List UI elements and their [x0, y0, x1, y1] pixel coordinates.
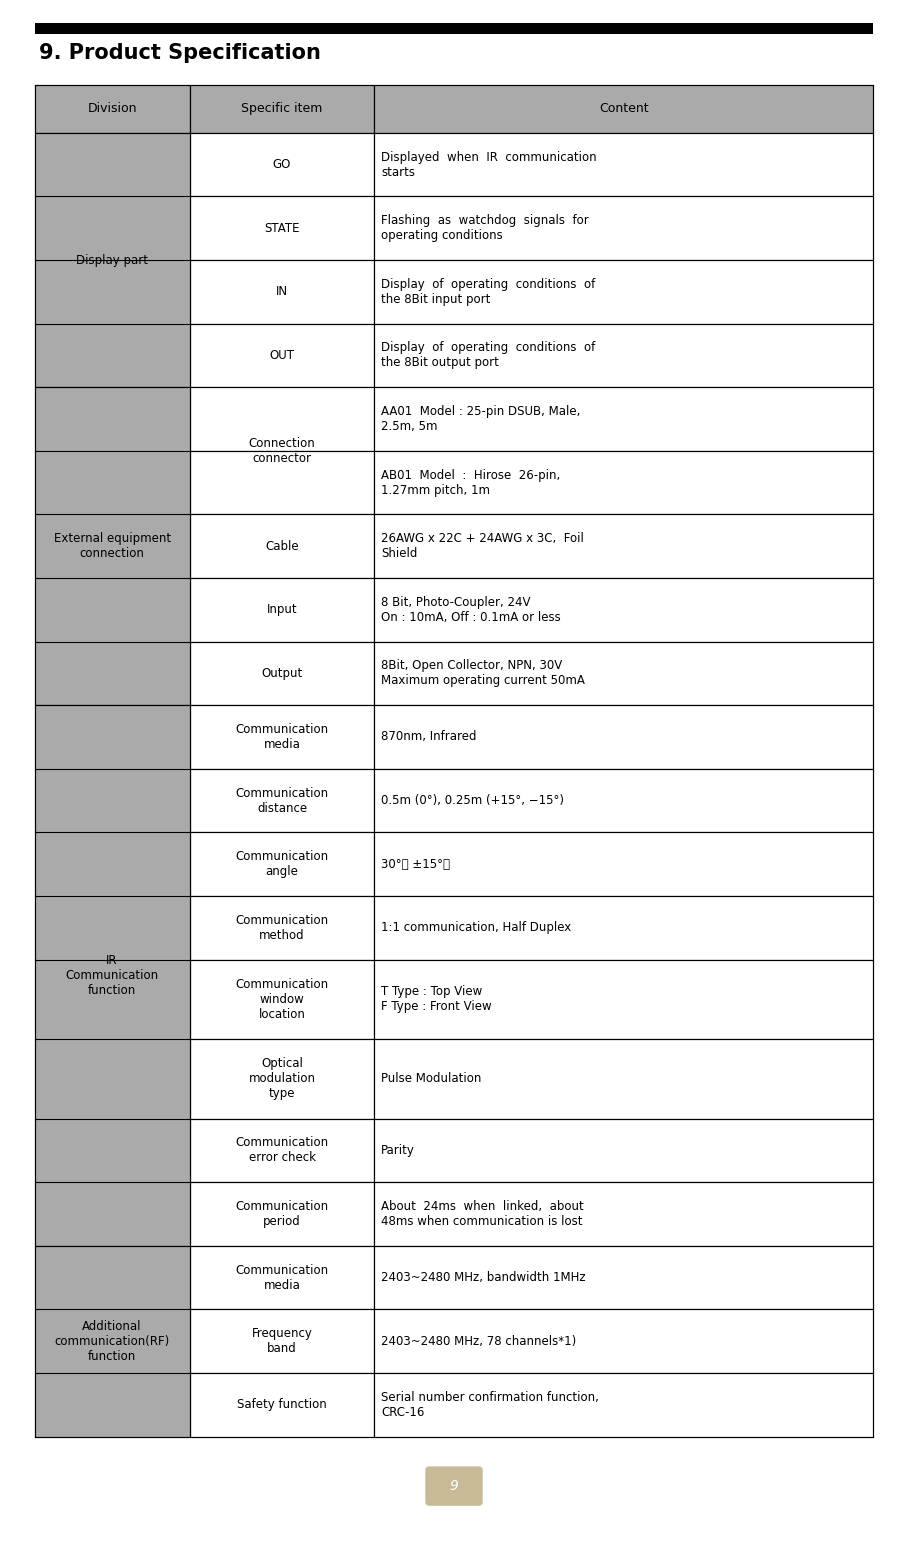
Bar — [190, 641, 374, 706]
Text: Cable: Cable — [265, 540, 299, 553]
Text: Optical
modulation
type: Optical modulation type — [249, 1057, 315, 1101]
Text: 30°（ ±15°）: 30°（ ±15°） — [381, 858, 450, 870]
Text: AB01  Model  :  Hirose  26-pin,
1.27mm pitch, 1m: AB01 Model : Hirose 26-pin, 1.27mm pitch… — [381, 469, 560, 497]
Text: Pulse Modulation: Pulse Modulation — [381, 1073, 481, 1085]
Bar — [190, 706, 374, 769]
Bar — [190, 1310, 374, 1373]
Text: Additional
communication(RF)
function: Additional communication(RF) function — [54, 1319, 170, 1362]
Text: 2403~2480 MHz, 78 channels*1): 2403~2480 MHz, 78 channels*1) — [381, 1334, 577, 1348]
Bar — [374, 514, 873, 577]
Text: 2403~2480 MHz, bandwidth 1MHz: 2403~2480 MHz, bandwidth 1MHz — [381, 1271, 586, 1283]
Text: Communication
method: Communication method — [235, 913, 329, 941]
Bar — [374, 833, 873, 896]
Text: Content: Content — [599, 102, 648, 116]
Text: Communication
distance: Communication distance — [235, 786, 329, 814]
Text: 0.5m (0°), 0.25m (+15°, −15°): 0.5m (0°), 0.25m (+15°, −15°) — [381, 794, 564, 807]
Text: GO: GO — [272, 158, 291, 172]
Text: Communication
angle: Communication angle — [235, 850, 329, 878]
Bar — [190, 85, 374, 133]
Bar — [35, 706, 190, 1246]
Text: Communication
media: Communication media — [235, 1263, 329, 1291]
Text: STATE: STATE — [264, 221, 300, 235]
Text: Safety function: Safety function — [237, 1398, 327, 1412]
Bar — [190, 1119, 374, 1183]
Text: Display  of  operating  conditions  of
the 8Bit output port: Display of operating conditions of the 8… — [381, 342, 596, 370]
Text: Communication
media: Communication media — [235, 723, 329, 751]
Text: Display  of  operating  conditions  of
the 8Bit input port: Display of operating conditions of the 8… — [381, 277, 596, 307]
Bar — [374, 1039, 873, 1119]
Text: IN: IN — [276, 285, 288, 299]
Text: Specific item: Specific item — [242, 102, 322, 116]
Text: Serial number confirmation function,
CRC-16: Serial number confirmation function, CRC… — [381, 1390, 599, 1420]
Bar — [190, 324, 374, 387]
Bar — [190, 896, 374, 960]
Text: Communication
error check: Communication error check — [235, 1136, 329, 1164]
Text: T Type : Top View
F Type : Front View: T Type : Top View F Type : Front View — [381, 986, 492, 1014]
Bar — [190, 769, 374, 833]
Text: 8Bit, Open Collector, NPN, 30V
Maximum operating current 50mA: 8Bit, Open Collector, NPN, 30V Maximum o… — [381, 659, 585, 687]
Text: OUT: OUT — [270, 348, 294, 362]
Bar — [374, 1373, 873, 1437]
Bar — [35, 1246, 190, 1437]
Bar — [374, 260, 873, 324]
Bar — [35, 23, 873, 34]
Bar — [35, 85, 190, 133]
Text: Frequency
band: Frequency band — [252, 1327, 312, 1354]
Bar — [190, 514, 374, 577]
Bar — [374, 85, 873, 133]
Bar — [190, 1246, 374, 1310]
Text: External equipment
connection: External equipment connection — [54, 533, 171, 560]
Bar — [374, 387, 873, 450]
Text: 8 Bit, Photo-Coupler, 24V
On : 10mA, Off : 0.1mA or less: 8 Bit, Photo-Coupler, 24V On : 10mA, Off… — [381, 596, 561, 624]
Bar — [374, 960, 873, 1039]
Bar — [374, 896, 873, 960]
Text: Input: Input — [267, 604, 297, 616]
Bar — [374, 1183, 873, 1246]
Bar — [190, 133, 374, 197]
Text: Display part: Display part — [76, 254, 148, 266]
Text: Division: Division — [87, 102, 137, 116]
Text: 9: 9 — [449, 1478, 459, 1494]
Bar — [190, 197, 374, 260]
Text: Connection
connector: Connection connector — [249, 437, 315, 464]
Text: 26AWG x 22C + 24AWG x 3C,  Foil
Shield: 26AWG x 22C + 24AWG x 3C, Foil Shield — [381, 533, 584, 560]
Bar — [374, 1246, 873, 1310]
FancyBboxPatch shape — [426, 1468, 482, 1505]
Bar — [374, 324, 873, 387]
Bar — [190, 960, 374, 1039]
Bar — [374, 1310, 873, 1373]
Bar — [190, 1183, 374, 1246]
Bar — [35, 387, 190, 706]
Text: Flashing  as  watchdog  signals  for
operating conditions: Flashing as watchdog signals for operati… — [381, 214, 589, 241]
Text: IR
Communication
function: IR Communication function — [65, 954, 159, 997]
Text: Communication
window
location: Communication window location — [235, 978, 329, 1020]
Text: Parity: Parity — [381, 1144, 415, 1156]
Bar — [190, 1039, 374, 1119]
Text: Output: Output — [262, 667, 302, 680]
Bar — [374, 133, 873, 197]
Bar — [190, 1373, 374, 1437]
Bar — [374, 641, 873, 706]
Bar — [190, 833, 374, 896]
Text: 870nm, Infrared: 870nm, Infrared — [381, 731, 477, 743]
Text: 9. Product Specification: 9. Product Specification — [38, 43, 321, 63]
Bar — [374, 577, 873, 641]
Text: Communication
period: Communication period — [235, 1200, 329, 1228]
Bar — [374, 1119, 873, 1183]
Bar — [190, 260, 374, 324]
Text: AA01  Model : 25-pin DSUB, Male,
2.5m, 5m: AA01 Model : 25-pin DSUB, Male, 2.5m, 5m — [381, 406, 581, 433]
Bar — [190, 387, 374, 450]
Text: Displayed  when  IR  communication
starts: Displayed when IR communication starts — [381, 150, 597, 178]
Bar — [35, 133, 190, 387]
Text: About  24ms  when  linked,  about
48ms when communication is lost: About 24ms when linked, about 48ms when … — [381, 1200, 584, 1228]
Bar — [190, 450, 374, 514]
Text: 1:1 communication, Half Duplex: 1:1 communication, Half Duplex — [381, 921, 571, 935]
Bar — [190, 577, 374, 641]
Bar — [374, 706, 873, 769]
Bar — [374, 197, 873, 260]
Bar — [374, 450, 873, 514]
Bar — [374, 769, 873, 833]
